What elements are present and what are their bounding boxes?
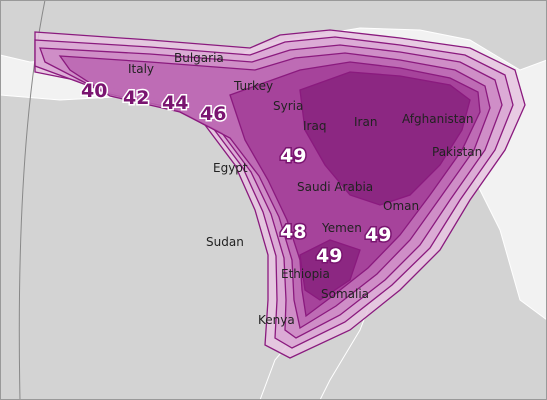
country-label: Italy bbox=[128, 62, 154, 76]
country-label: Oman bbox=[383, 199, 419, 213]
country-label: Bulgaria bbox=[174, 51, 224, 65]
country-label: Somalia bbox=[321, 287, 369, 301]
country-label: Saudi Arabia bbox=[297, 180, 373, 194]
contour-label: 40 bbox=[81, 80, 107, 102]
country-label: Egypt bbox=[213, 161, 248, 175]
contour-label: 48 bbox=[280, 221, 306, 243]
country-labels: Italy Bulgaria Turkey Syria Iraq Iran Af… bbox=[128, 51, 482, 327]
contour-label: 49 bbox=[280, 145, 306, 167]
contour-labels: 40 42 44 46 49 48 49 49 bbox=[80, 79, 393, 269]
country-label: Iran bbox=[354, 115, 377, 129]
country-label: Syria bbox=[273, 99, 303, 113]
contour-label: 49 bbox=[365, 224, 391, 246]
contour-label: 49 bbox=[316, 245, 342, 267]
country-label: Pakistan bbox=[432, 145, 482, 159]
country-label: Kenya bbox=[258, 313, 295, 327]
contour-label: 44 bbox=[162, 92, 188, 114]
country-label: Turkey bbox=[233, 79, 273, 93]
contour-label: 42 bbox=[123, 87, 149, 109]
country-label: Iraq bbox=[303, 119, 326, 133]
country-label: Yemen bbox=[321, 221, 362, 235]
contour-label: 46 bbox=[200, 103, 226, 125]
country-label: Sudan bbox=[206, 235, 244, 249]
footprint bbox=[34, 29, 526, 359]
country-label: Ethiopia bbox=[281, 267, 330, 281]
country-label: Afghanistan bbox=[402, 112, 473, 126]
